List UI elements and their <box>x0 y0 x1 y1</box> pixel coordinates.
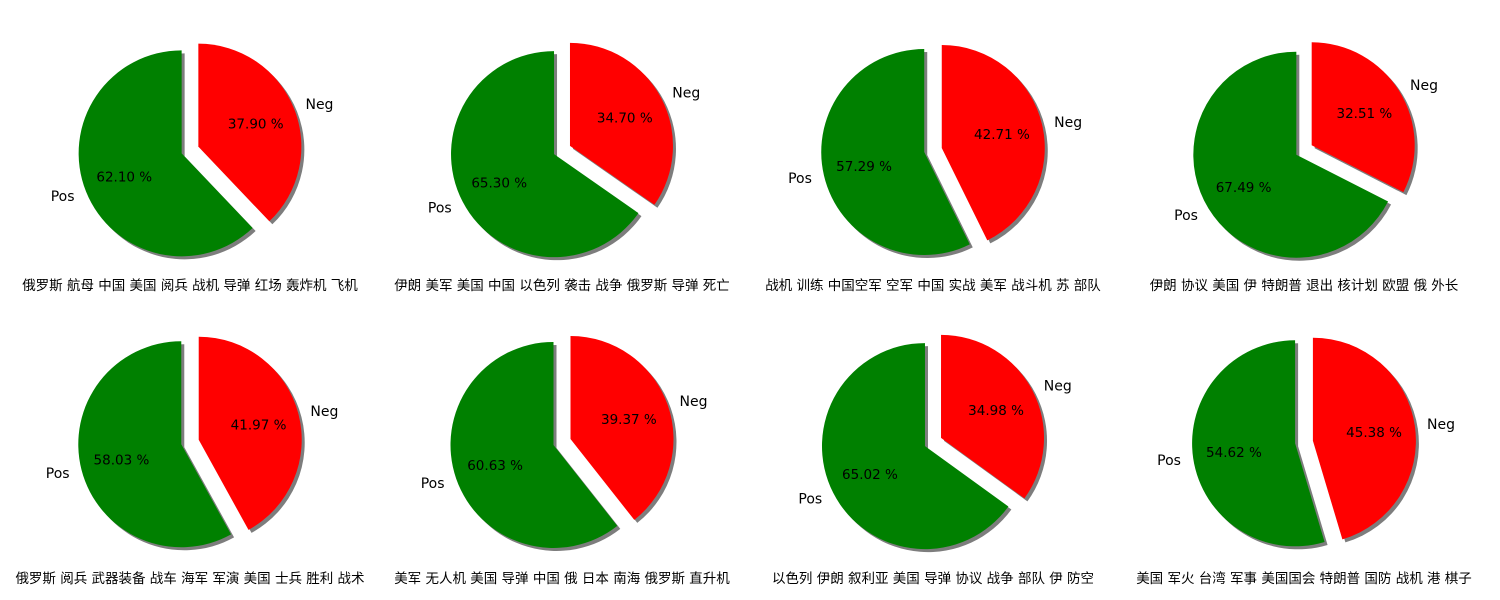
pie-2-neg-label: Neg <box>672 85 700 101</box>
pie-chart-3: Pos 57.29 % Neg 42.71 % 战机 训练 中国空军 空军 中国 实战 … <box>765 44 1101 294</box>
pie-1-neg-percent: 37.90 % <box>228 117 284 133</box>
pie-7-pos-slice <box>821 343 1009 550</box>
pie-7-neg-percent: 34.98 % <box>968 403 1024 419</box>
pie-1-neg-slice <box>198 43 302 222</box>
pie-4-neg-label: Neg <box>1410 78 1438 94</box>
pie-2-neg-percent: 34.70 % <box>597 110 653 126</box>
pie-2-neg-slice <box>569 42 673 205</box>
pie-chart-2: Pos 65.30 % Neg 34.70 % 伊朗 美军 美国 中国 以色列 袭击 战… <box>394 42 730 294</box>
pie-2-pos-percent: 65.30 % <box>471 176 527 192</box>
pie-6-neg-label: Neg <box>679 394 707 410</box>
pie-6-neg-slice <box>570 336 674 520</box>
pie-3-keywords-caption: 战机 训练 中国空军 空军 中国 实战 美军 战斗机 苏 部队 <box>765 278 1101 294</box>
pie-5-neg-slice <box>198 336 302 530</box>
pie-2-keywords-caption: 伊朗 美军 美国 中国 以色列 袭击 战争 俄罗斯 导弹 死亡 <box>394 277 730 294</box>
pie-4-keywords-caption: 伊朗 协议 美国 伊 特朗普 退出 核计划 欧盟 俄 外长 <box>1150 278 1459 294</box>
pie-chart-6: Pos 60.63 % Neg 39.37 % 美军 无人机 美国 导弹 中国 俄 日本… <box>394 336 730 587</box>
pie-6-keywords-caption: 美军 无人机 美国 导弹 中国 俄 日本 南海 俄罗斯 直升机 <box>394 571 730 587</box>
pie-7-pos-label: Pos <box>798 492 822 508</box>
pie-chart-8: Pos 54.62 % Neg 45.38 % 美国 军火 台湾 军事 美国国会 特朗普… <box>1136 337 1472 587</box>
pie-6-pos-slice <box>450 341 618 548</box>
pie-4-neg-slice <box>1311 42 1415 193</box>
pie-8-neg-label: Neg <box>1427 417 1455 433</box>
pie-2-pos-slice <box>451 51 639 258</box>
pie-8-pos-slice <box>1192 340 1325 547</box>
pie-7-keywords-caption: 以色列 伊朗 叙利亚 美国 导弹 协议 战争 部队 伊 防空 <box>772 570 1094 587</box>
pie-chart-7: Pos 65.02 % Neg 34.98 % 以色列 伊朗 叙利亚 美国 导弹 协议 … <box>772 334 1094 587</box>
pie-5-pos-slice <box>78 341 232 548</box>
pie-7-neg-slice <box>941 334 1045 499</box>
pie-3-pos-percent: 57.29 % <box>836 159 892 175</box>
pie-6-neg-percent: 39.37 % <box>601 412 657 428</box>
pie-5-neg-label: Neg <box>310 404 338 420</box>
pie-chart-5: Pos 58.03 % Neg 41.97 % 俄罗斯 阅兵 武器装备 战车 海军 军演… <box>15 336 365 587</box>
pie-3-neg-label: Neg <box>1054 115 1082 131</box>
pie-7-pos-percent: 65.02 % <box>842 467 898 483</box>
pie-8-keywords-caption: 美国 军火 台湾 军事 美国国会 特朗普 国防 战机 港 棋子 <box>1136 570 1472 587</box>
pie-6-pos-percent: 60.63 % <box>467 458 523 474</box>
pie-4-pos-slice <box>1193 51 1389 258</box>
pie-chart-4: Pos 67.49 % Neg 32.51 % 伊朗 协议 美国 伊 特朗普 退出 核计… <box>1150 42 1459 294</box>
pie-4-pos-label: Pos <box>1174 208 1198 224</box>
pie-4-pos-percent: 67.49 % <box>1216 180 1272 196</box>
pie-1-neg-label: Neg <box>305 97 333 113</box>
pie-6-pos-label: Pos <box>421 476 445 492</box>
pie-chart-1: Pos 62.10 % Neg 37.90 % 俄罗斯 航母 中国 美国 阅兵 战机 导… <box>22 43 358 294</box>
pie-8-pos-percent: 54.62 % <box>1206 445 1262 461</box>
pie-5-pos-percent: 58.03 % <box>94 453 150 469</box>
pie-1-pos-label: Pos <box>51 189 75 205</box>
pie-1-pos-slice <box>78 50 253 257</box>
pie-2-pos-label: Pos <box>428 201 452 217</box>
pie-3-neg-slice <box>941 44 1045 241</box>
pie-3-pos-label: Pos <box>788 171 812 187</box>
pie-1-keywords-caption: 俄罗斯 航母 中国 美国 阅兵 战机 导弹 红场 轰炸机 飞机 <box>22 277 358 294</box>
pie-8-neg-percent: 45.38 % <box>1346 425 1402 441</box>
pie-8-pos-label: Pos <box>1157 453 1181 469</box>
pie-4-neg-percent: 32.51 % <box>1336 106 1392 122</box>
pie-3-pos-slice <box>821 49 970 256</box>
pie-5-keywords-caption: 俄罗斯 阅兵 武器装备 战车 海军 军演 美国 士兵 胜利 战术 <box>15 570 364 587</box>
pie-7-neg-label: Neg <box>1044 378 1072 394</box>
pie-8-neg-slice <box>1312 337 1416 540</box>
pie-3-neg-percent: 42.71 % <box>974 127 1030 143</box>
pie-5-neg-percent: 41.97 % <box>231 417 287 433</box>
pie-1-pos-percent: 62.10 % <box>96 169 152 185</box>
pie-5-pos-label: Pos <box>46 466 70 482</box>
